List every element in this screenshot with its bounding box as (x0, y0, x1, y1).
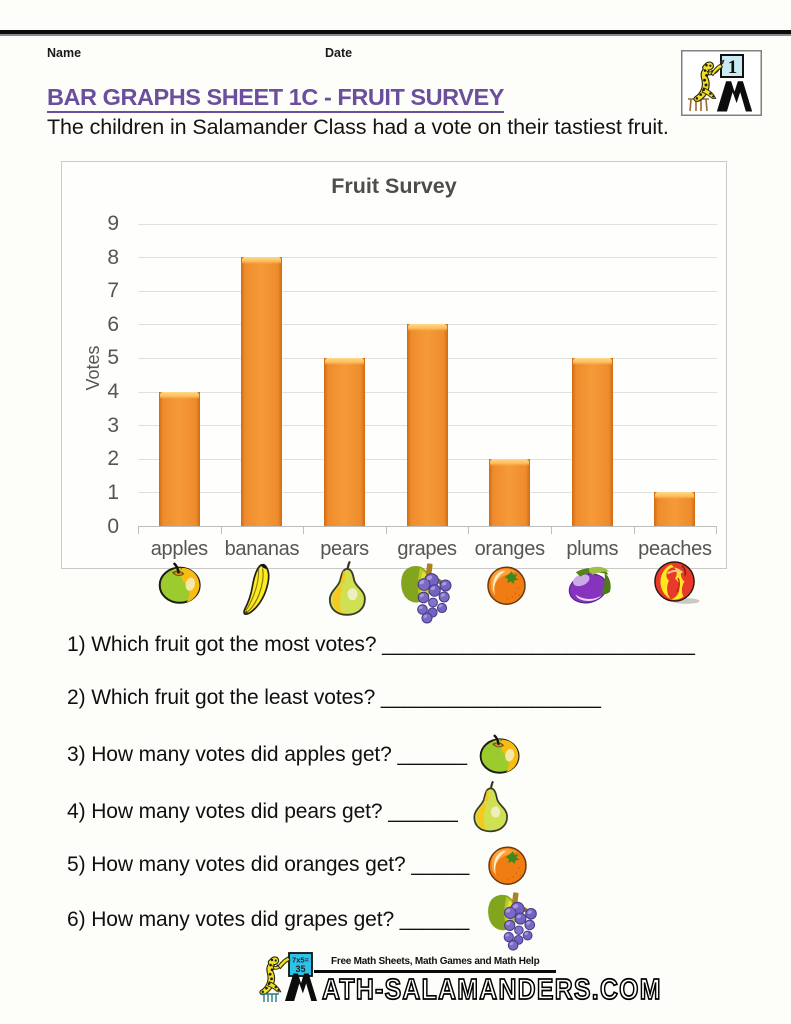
svg-text:7x5=: 7x5= (292, 956, 310, 965)
svg-text:1: 1 (728, 57, 738, 78)
svg-text:35: 35 (295, 964, 305, 974)
